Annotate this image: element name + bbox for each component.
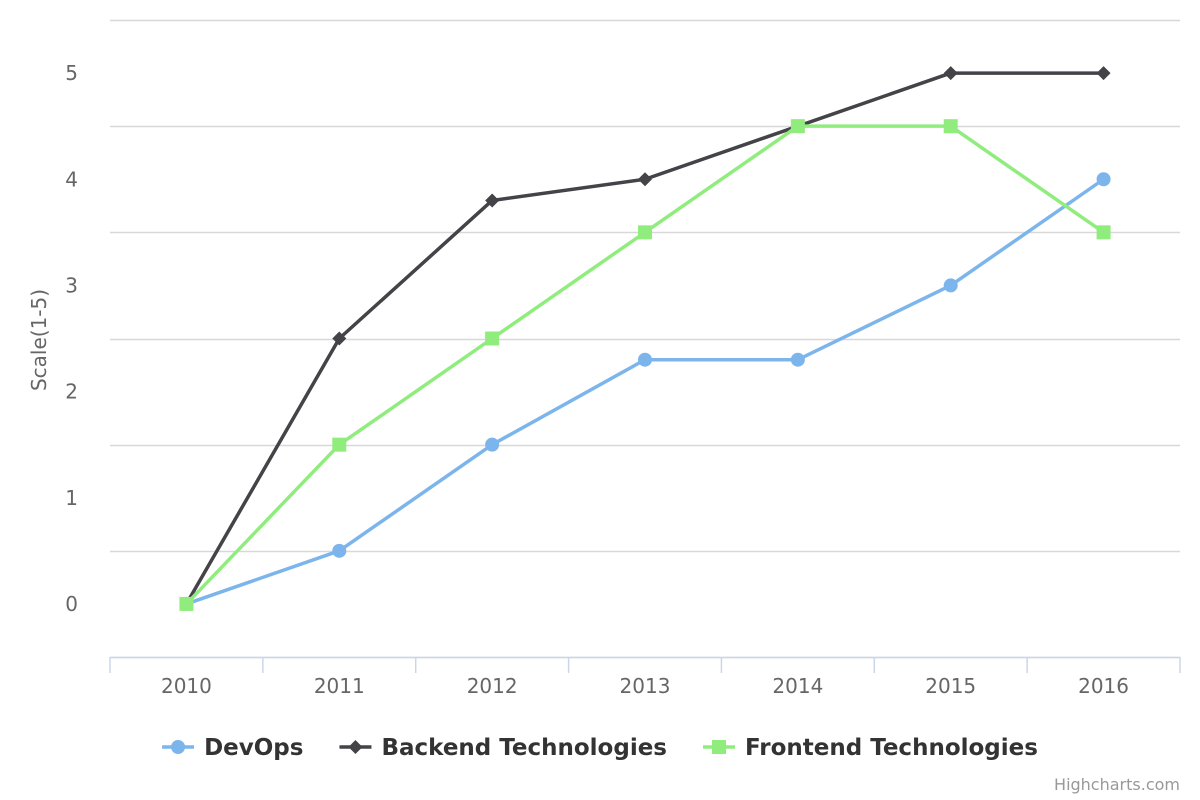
series-frontend-technologies xyxy=(179,119,1111,611)
data-point[interactable] xyxy=(485,193,500,208)
y-tick-label: 2 xyxy=(65,380,78,404)
data-point[interactable] xyxy=(1096,225,1111,240)
data-point[interactable] xyxy=(485,331,500,346)
legend-item-devops[interactable]: DevOps xyxy=(162,735,303,761)
legend-marker xyxy=(712,740,726,754)
series-line[interactable] xyxy=(184,177,1106,606)
legend-label: Frontend Technologies xyxy=(745,735,1038,761)
x-tick-label: 2015 xyxy=(925,674,976,698)
legend-item-frontend-technologies[interactable]: Frontend Technologies xyxy=(703,735,1038,761)
legend-marker xyxy=(348,740,363,754)
series-backend-technologies xyxy=(179,66,1111,611)
grid-lines xyxy=(110,19,1180,659)
data-point[interactable] xyxy=(638,172,652,187)
data-point[interactable] xyxy=(1096,172,1111,187)
data-point[interactable] xyxy=(638,225,652,240)
legend-label: Backend Technologies xyxy=(381,735,667,761)
legend[interactable]: DevOps Backend Technologies Frontend Techn… xyxy=(162,735,1038,761)
y-tick-label: 0 xyxy=(65,592,78,616)
data-point[interactable] xyxy=(943,119,958,134)
y-tick-label: 4 xyxy=(65,167,78,191)
x-tick-label: 2014 xyxy=(772,674,823,698)
y-tick-label: 3 xyxy=(65,273,78,297)
data-point[interactable] xyxy=(638,352,652,367)
data-point[interactable] xyxy=(332,543,347,558)
x-tick-label: 2013 xyxy=(620,674,671,698)
y-axis: Scale(1-5) 0 1 2 3 4 5 xyxy=(27,61,78,616)
data-point[interactable] xyxy=(1096,66,1111,81)
x-tick-label: 2016 xyxy=(1078,674,1129,698)
series-group xyxy=(179,66,1111,611)
data-point[interactable] xyxy=(332,331,347,346)
legend-marker xyxy=(171,740,186,754)
series-line[interactable] xyxy=(184,71,1106,606)
x-axis: 2010 2011 2012 2013 2014 2015 2016 xyxy=(109,656,1181,698)
y-tick-label: 1 xyxy=(65,486,78,510)
y-tick-label: 5 xyxy=(65,61,78,85)
legend-label: DevOps xyxy=(204,735,303,761)
data-point[interactable] xyxy=(790,352,805,367)
data-point[interactable] xyxy=(179,596,194,611)
data-point[interactable] xyxy=(790,119,805,134)
data-point[interactable] xyxy=(943,278,958,293)
y-axis-title: Scale(1-5) xyxy=(27,289,51,391)
data-point[interactable] xyxy=(332,437,347,452)
x-tick-label: 2011 xyxy=(314,674,365,698)
x-tick-label: 2010 xyxy=(161,674,212,698)
x-tick-label: 2012 xyxy=(467,674,518,698)
credits-link[interactable]: Highcharts.com xyxy=(1054,775,1180,794)
data-point[interactable] xyxy=(485,437,500,452)
data-point[interactable] xyxy=(943,66,958,81)
legend-item-backend-technologies[interactable]: Backend Technologies xyxy=(339,735,667,761)
